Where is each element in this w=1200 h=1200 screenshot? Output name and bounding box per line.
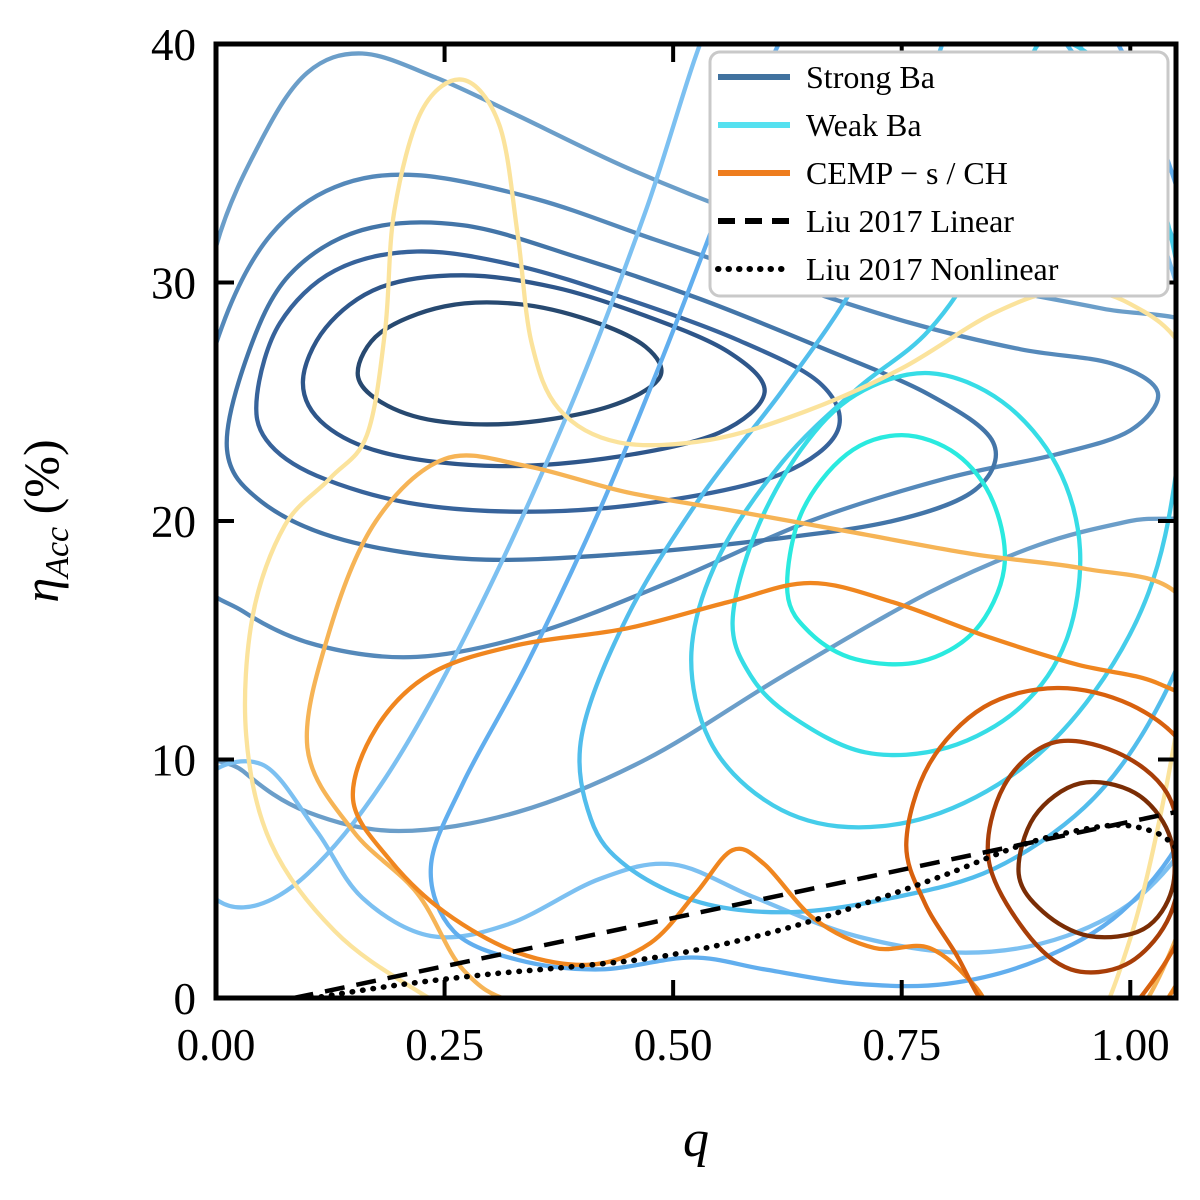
contour-level-4 [300,273,767,469]
legend-label-0: Strong Ba [806,59,935,95]
legend-label-2: CEMP − s / CH [806,155,1008,191]
y-tick-label: 10 [151,736,196,786]
contour-level-4 [985,738,1176,975]
y-axis-label: ηAcc (%) [13,439,76,602]
legend-label-4: Liu 2017 Nonlinear [806,251,1059,287]
legend-box [708,50,1170,298]
contour-level-1 [216,172,1161,660]
contour-level-0 [242,77,1176,998]
reference-lines-layer [293,809,1176,998]
axes-layer [213,41,1179,1001]
contour-level-2 [350,580,1176,998]
axis-labels-layer: q ηAcc (%) [13,439,709,1168]
y-tick-label: 20 [151,497,196,547]
contour-level-3 [689,44,1176,830]
x-tick-label: 1.00 [1091,1020,1170,1070]
contour-level-5 [355,300,664,427]
x-axis-label: q [683,1111,709,1168]
liu-2017-nonlinear-line [318,822,1176,998]
x-tick-label: 0.50 [634,1020,713,1070]
x-tick-label: 0.75 [862,1020,941,1070]
legend-label-1: Weak Ba [806,107,922,143]
contour-level-3 [904,685,1176,998]
x-tick-label: 0.00 [177,1020,256,1070]
y-tick-label: 40 [151,20,196,70]
contour-level-2 [224,220,998,563]
y-tick-label: 0 [174,974,197,1024]
tick-labels-layer: 0.00 0.25 0.50 0.75 1.00 0 10 20 30 40 [151,20,1170,1070]
contour-level-4 [730,370,1083,758]
contour-lines-layer [216,44,1176,998]
legend: Strong Ba Weak Ba CEMP − s / CH Liu 2017 Li… [708,50,1170,298]
legend-label-3: Liu 2017 Linear [806,203,1014,239]
y-tick-label: 30 [151,259,196,309]
contour-level-1 [304,453,1176,998]
contour-level-5 [785,432,1008,667]
x-tick-label: 0.25 [405,1020,484,1070]
contour-level-0 [216,51,1176,834]
